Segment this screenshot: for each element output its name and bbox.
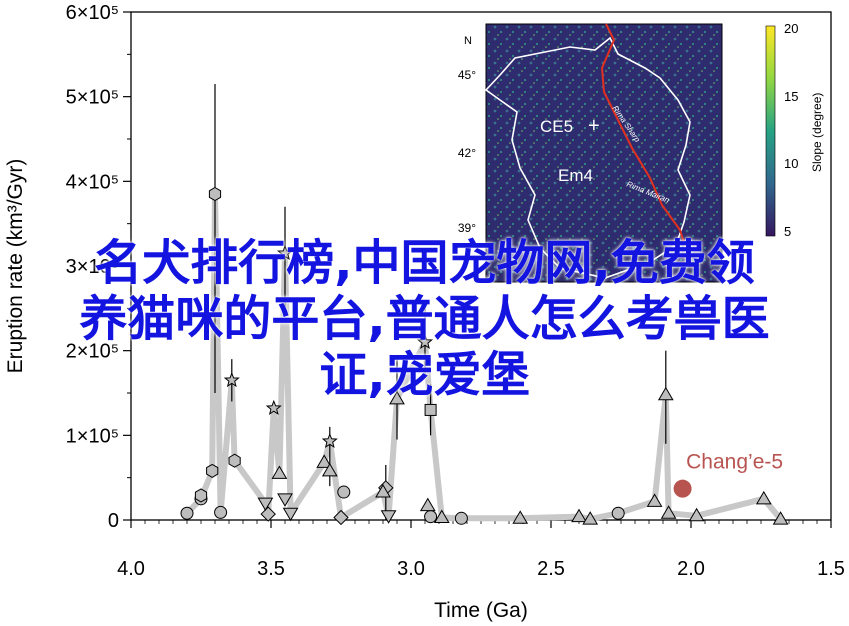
- triangle-up-marker: [582, 511, 599, 525]
- circle-marker: [454, 511, 468, 525]
- y-axis: 0 1×10⁵ 2×10⁵ 3×10⁵ 4×10⁵ 5×10⁵ 6×10⁵: [66, 2, 131, 532]
- circle-marker: [180, 506, 194, 520]
- inset-colorbar-ticks: 20 15 10 5: [784, 21, 798, 239]
- triangle-up-marker: [646, 493, 663, 507]
- x-axis: 4.0 3.5 3.0 2.5 2.0 1.5: [117, 520, 845, 580]
- triangle-up-marker: [433, 509, 450, 523]
- triangle-up-marker: [316, 454, 333, 468]
- y-tick-label: 4×10⁵: [66, 171, 119, 193]
- triangle-up-marker: [321, 462, 338, 477]
- inset-lat-39: 39°: [458, 221, 476, 235]
- inset-ce5-label: CE5: [540, 117, 573, 136]
- triangle-up-marker: [657, 386, 674, 401]
- y-axis-label: Eruption rate (km³/Gyr): [4, 159, 27, 374]
- colorbar-tick-5: 5: [784, 224, 791, 239]
- x-tick-label: 3.0: [397, 558, 425, 580]
- inset-rille-line: [600, 23, 691, 263]
- diamond-marker: [260, 506, 276, 522]
- x-tick-label: 1.5: [817, 558, 845, 580]
- x-tick-label: 2.5: [537, 558, 565, 580]
- triangle-up-marker: [772, 511, 789, 525]
- circle-marker: [611, 506, 625, 520]
- y-tick-label: 6×10⁵: [66, 2, 119, 24]
- x-tick-label: 3.5: [257, 558, 285, 580]
- star-marker: [416, 333, 434, 350]
- triangle-down-marker: [277, 493, 293, 507]
- colorbar-tick-15: 15: [784, 89, 798, 104]
- inset-colorbar-label: Slope (degree): [810, 93, 824, 172]
- data-markers: [180, 186, 789, 526]
- triangle-down-marker: [257, 497, 274, 512]
- inset-em4-label: Em4: [558, 166, 593, 185]
- y-tick-label: 2×10⁵: [66, 341, 119, 363]
- y-tick-label: 3×10⁵: [66, 256, 119, 278]
- triangle-up-marker: [419, 497, 436, 512]
- colorbar-tick-20: 20: [784, 21, 798, 36]
- y-tick-label: 0: [108, 510, 119, 532]
- triangle-up-marker: [271, 465, 288, 479]
- inset-lat-42: 42°: [458, 146, 476, 160]
- star-marker: [223, 371, 240, 388]
- triangle-up-marker: [660, 505, 677, 519]
- x-tick-label: 4.0: [117, 558, 145, 580]
- triangle-up-marker: [571, 508, 587, 523]
- hexagon-marker: [194, 488, 208, 503]
- y-tick-label: 5×10⁵: [66, 87, 119, 109]
- square-marker: [424, 403, 437, 416]
- change5-point: [673, 479, 692, 498]
- triangle-down-marker: [282, 507, 299, 522]
- circle-marker: [424, 510, 438, 524]
- y-tick-label: 1×10⁵: [66, 425, 119, 447]
- circle-marker: [337, 485, 351, 499]
- inset-slope-map: N 45° 42° 39° CE5 + Em4 Rima Sharp Rima …: [458, 21, 824, 283]
- colorbar-tick-10: 10: [784, 156, 798, 171]
- triangle-up-marker: [389, 390, 405, 405]
- triangle-down-marker: [380, 510, 397, 524]
- star-marker: [265, 399, 282, 416]
- x-axis-label: Time (Ga): [434, 599, 528, 622]
- inset-basin-outline: [484, 36, 691, 279]
- star-marker: [321, 432, 338, 448]
- inset-ce5-cross-icon: +: [588, 115, 600, 137]
- triangle-up-marker: [755, 490, 772, 505]
- hexagon-marker: [228, 453, 241, 468]
- x-tick-label: 2.0: [677, 558, 705, 580]
- triangle-up-marker: [375, 484, 391, 498]
- hexagon-marker: [206, 463, 219, 478]
- change5-label: Chang’e-5: [686, 451, 783, 474]
- circle-marker: [214, 505, 228, 519]
- diamond-marker: [333, 509, 349, 526]
- triangle-up-marker: [512, 510, 529, 524]
- hexagon-marker: [208, 186, 222, 202]
- triangle-up-marker: [688, 507, 705, 522]
- star-marker: [276, 244, 294, 261]
- inset-lat-45: 45°: [458, 68, 476, 82]
- inset-colorbar: [765, 25, 776, 237]
- inset-north-label: N: [464, 35, 472, 47]
